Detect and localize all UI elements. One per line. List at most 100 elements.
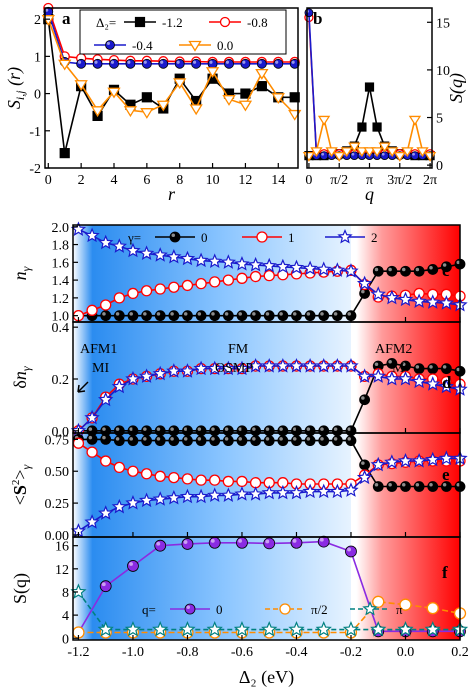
c-series-2-point <box>356 275 373 291</box>
c-series-0-point-highlight <box>292 312 297 316</box>
c-series-0-point <box>100 310 112 322</box>
c-series-1-point <box>195 278 207 290</box>
e-series-0-point-highlight <box>238 437 242 441</box>
b-series-0.0-point <box>340 147 353 158</box>
a-series--0.4-point <box>240 58 251 69</box>
a-legend-marker-0.0 <box>188 40 202 52</box>
d-series-2-point <box>166 363 182 378</box>
c-series-0-point-highlight <box>115 312 120 316</box>
d-series-0-point <box>141 425 152 437</box>
d-ylabel: δnγ <box>10 366 33 388</box>
f-series-0-point-highlight <box>101 582 106 587</box>
a-series--0.4-point <box>92 58 103 69</box>
c-series-0-point <box>154 310 166 322</box>
c-series-1-point <box>154 283 166 295</box>
c-series-0-point <box>386 265 398 277</box>
b-series--1.2-point <box>372 122 382 132</box>
a-ytick-label: -1 <box>29 125 41 140</box>
a-xtick-label: 2 <box>78 173 85 188</box>
c-series-2-point <box>84 227 100 243</box>
c-series-0-point <box>277 310 289 322</box>
d-series-0-point <box>304 425 316 437</box>
a-series--0.4-point-highlight <box>94 60 98 64</box>
e-series-0-point-highlight <box>156 437 161 441</box>
e-series-0-point <box>291 435 302 447</box>
a-ytick-label: 2 <box>34 13 41 28</box>
c-series-0-point-highlight <box>170 312 174 316</box>
e-series-2-point <box>152 491 168 506</box>
a-series-0.0-point <box>58 59 72 71</box>
a-ylabel: Si,j (r) <box>4 67 27 109</box>
a-series--0.4-point-highlight <box>77 60 82 64</box>
a-series--0.4-point <box>109 58 119 69</box>
a-series--0.4-point-highlight <box>176 60 180 64</box>
f-series-0-point-highlight <box>183 540 188 544</box>
panel-label-f: f <box>442 563 448 582</box>
c-series-2-point <box>411 293 427 308</box>
a-series--0.4-point-highlight <box>291 60 295 64</box>
c-series-0-point-highlight <box>320 312 324 316</box>
e-series-0-point-highlight <box>374 483 379 487</box>
d-series-0-point-highlight <box>238 427 242 431</box>
d-series-2-point <box>179 363 196 378</box>
d-series-2-point <box>370 368 386 383</box>
b-series-0.0-point <box>408 115 422 126</box>
d-series-2-point <box>261 357 277 373</box>
b-series--1.2-line <box>308 86 431 157</box>
e-series-0-point <box>413 481 425 492</box>
f-series-0-point-highlight <box>129 562 133 566</box>
a-series--0.4-point-highlight <box>45 8 49 12</box>
e-series-0-point <box>318 435 330 447</box>
a-legend-marker--0.4-highlight <box>106 41 111 45</box>
f-series-π-point <box>124 621 142 637</box>
e-series-1-point <box>127 465 139 477</box>
c-ylabel: nγ <box>10 266 33 280</box>
a-series--0.4-point-highlight <box>192 60 197 64</box>
a-legend-title: Δ₂= <box>96 15 116 30</box>
f-series-π-point <box>206 621 223 637</box>
e-series-0-point <box>168 435 180 447</box>
c-series-0-point <box>250 310 261 322</box>
f-legend-marker-0 <box>184 603 196 615</box>
f-legend-marker-π <box>362 600 378 616</box>
f-series-0-point <box>317 535 330 548</box>
c-series-0-point-highlight <box>442 263 447 267</box>
c-ytick-label: 1.0 <box>52 310 70 325</box>
e-series-0-point <box>400 481 411 492</box>
text-labels: a b c d e f AFM1 MI FM OSMP AFM2 M -2 -1 0… <box>4 9 469 688</box>
b-series--1.2-point <box>357 122 367 132</box>
c-series-2-point <box>98 234 114 250</box>
e-series-0-point-highlight <box>102 435 106 440</box>
a-series--0.4-point-highlight <box>242 60 246 64</box>
c-series-0-point-highlight <box>102 312 106 316</box>
c-series-0-point-highlight <box>129 312 133 316</box>
a-series--0.4-point <box>141 58 152 69</box>
a-series-0.0-line <box>47 18 296 115</box>
c-series-0-point-highlight <box>333 312 338 316</box>
e-series-2-point <box>288 484 305 500</box>
a-xtick-label: 6 <box>143 173 150 188</box>
e-series-1-point <box>168 471 180 484</box>
f-series-π/2-point <box>399 598 412 611</box>
f-series-0-point <box>154 539 167 552</box>
d-series-0-point-highlight <box>320 427 324 431</box>
b-series-0.0-point <box>370 147 384 158</box>
e-series-2-point <box>125 495 141 510</box>
d-series-0-point-highlight <box>211 427 215 431</box>
a-series--1.2-point <box>59 148 70 159</box>
c-series-0-point-highlight <box>347 312 351 316</box>
b-xtick-label: 3π/2 <box>387 173 412 188</box>
f-series-π-point <box>97 621 114 637</box>
c-series-0-point-highlight <box>401 267 406 272</box>
a-ytick-label: 1 <box>34 50 41 65</box>
c-legend-title: γ= <box>127 230 141 245</box>
a-series--0.4-point-highlight <box>225 60 229 64</box>
a-series--0.4-point-highlight <box>160 60 164 64</box>
a-series-0.0-point <box>255 68 269 80</box>
f-series-0-point <box>99 580 112 593</box>
d-series-0-point-highlight <box>252 427 256 431</box>
f-legend-title: q= <box>142 602 156 617</box>
panel-label-e: e <box>442 465 450 484</box>
f-series-π/2-point <box>372 595 385 608</box>
